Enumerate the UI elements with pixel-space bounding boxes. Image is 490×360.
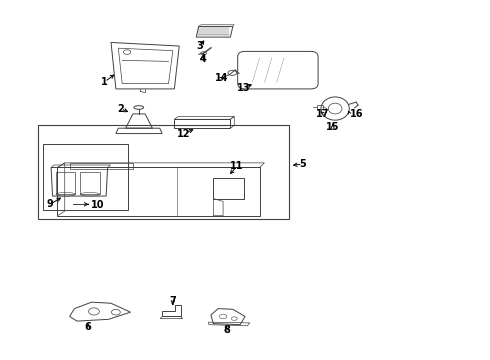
Text: 9: 9 [47, 199, 53, 209]
Text: 12: 12 [177, 129, 191, 139]
Text: 14: 14 [215, 73, 229, 83]
Text: 4: 4 [199, 54, 206, 64]
Text: 11: 11 [230, 161, 244, 171]
Text: 2: 2 [118, 104, 124, 113]
Bar [43, 144, 128, 210]
Bar [213, 178, 244, 199]
Text: 8: 8 [223, 325, 230, 335]
Text: 3: 3 [197, 41, 203, 51]
Text: 10: 10 [91, 200, 104, 210]
Text: 1: 1 [101, 77, 108, 87]
Text: 15: 15 [326, 122, 340, 132]
Text: 7: 7 [170, 296, 176, 306]
Text: 13: 13 [237, 83, 251, 93]
Text: 16: 16 [350, 109, 363, 119]
Bar [56, 172, 75, 194]
Text: 17: 17 [316, 109, 330, 119]
Text: 5: 5 [299, 159, 306, 169]
Bar [38, 125, 289, 219]
Bar [80, 172, 100, 194]
Text: 6: 6 [85, 322, 92, 332]
